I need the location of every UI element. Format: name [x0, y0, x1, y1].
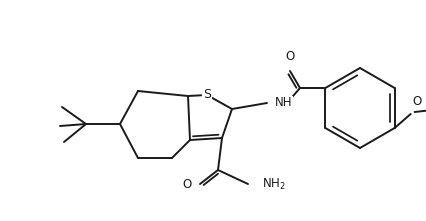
Text: NH: NH [275, 97, 293, 109]
Text: O: O [285, 50, 295, 63]
Text: O: O [183, 177, 192, 191]
Text: O: O [413, 95, 422, 108]
Text: S: S [203, 88, 211, 101]
Text: NH$_2$: NH$_2$ [262, 176, 286, 192]
